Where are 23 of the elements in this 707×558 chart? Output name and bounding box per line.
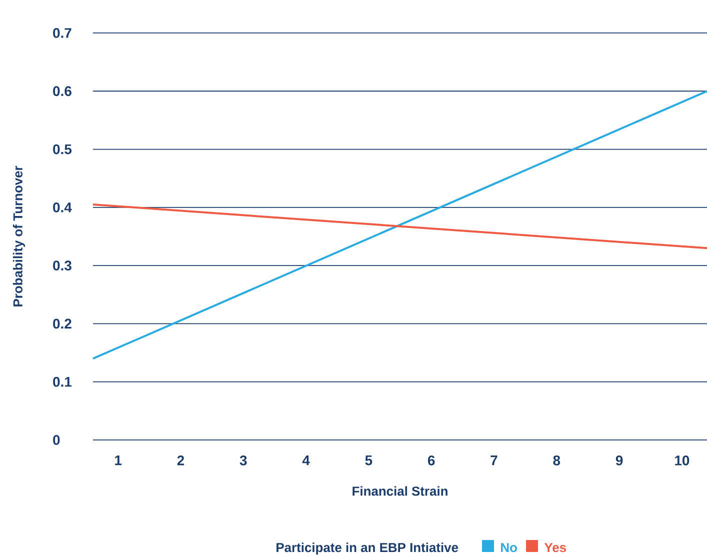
x-tick-label: 5 [365,456,372,466]
legend-label: Yes [544,543,566,552]
x-tick-label: 1 [115,456,122,466]
x-tick-label: 8 [553,455,560,466]
y-tick-label: 0.7 [53,28,72,38]
legend-label: No [501,543,517,552]
y-tick-label: 0.5 [53,144,72,154]
x-tick-label: 6 [428,455,435,466]
x-tick-label: 9 [616,455,623,466]
y-tick-label: 0.3 [53,260,72,271]
legend-title: Participate in an EBP Intiative [276,542,458,555]
x-tick-label: 2 [177,455,184,466]
y-tick-label: 0.1 [53,376,72,387]
y-axis-title: Probability of Turnover [12,166,26,306]
x-axis-title: Financial Strain [352,486,448,496]
y-tick-label: 0.2 [53,318,72,329]
y-tick-label: 0.4 [53,202,72,212]
y-tick-label: 0.6 [53,86,72,96]
y-tick-label: 0 [53,435,60,445]
x-tick-label: 3 [240,455,247,466]
x-tick-label: 7 [490,456,498,466]
x-tick-label: 4 [302,456,310,466]
x-tick-label: 10 [675,455,690,466]
